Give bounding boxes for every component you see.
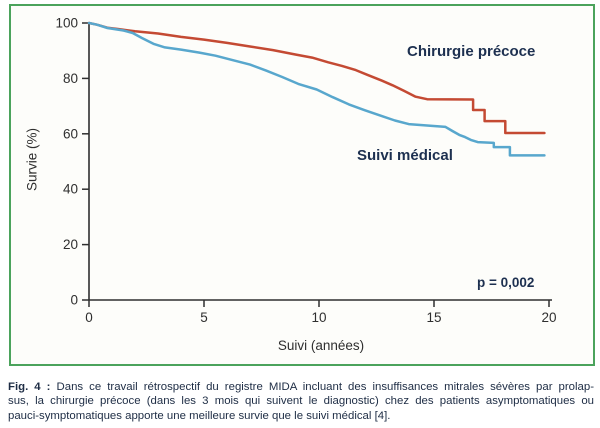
legend-suivi-medical: Suivi médical bbox=[357, 147, 453, 164]
survival-chart: 0 20 40 60 80 100 0 5 10 15 20 bbox=[55, 16, 556, 326]
y-tick-label: 80 bbox=[63, 71, 78, 86]
x-tick-label: 0 bbox=[85, 310, 93, 325]
legend-chirurgie-precoce: Chirurgie précoce bbox=[407, 43, 536, 60]
y-tick-label: 40 bbox=[63, 182, 78, 197]
curve-suivi-medical bbox=[87, 21, 546, 157]
p-value-annotation: p = 0,002 bbox=[477, 275, 535, 290]
caption-line-2: sus, la chirurgie précoce (dans les 3 mo… bbox=[8, 395, 594, 408]
figure-caption: Fig. 4 : Dans ce travail rétrospectif du… bbox=[8, 380, 594, 423]
caption-line-1-text: Dans ce travail rétrospectif du registre… bbox=[50, 381, 594, 393]
x-axis-title: Suivi (années) bbox=[277, 338, 365, 353]
y-axis-title: Survie (%) bbox=[24, 128, 40, 192]
x-tick-label: 20 bbox=[541, 310, 556, 325]
curve-chirurgie-precoce bbox=[87, 21, 546, 135]
y-tick-label: 60 bbox=[63, 126, 78, 141]
x-tick-label: 5 bbox=[200, 310, 208, 325]
chart-panel: 0 20 40 60 80 100 0 5 10 15 20 Survie (%) Suivi (a… bbox=[9, 4, 595, 366]
x-tick-label: 10 bbox=[311, 310, 326, 325]
caption-prefix: Fig. 4 : bbox=[8, 381, 51, 393]
y-tick-label: 20 bbox=[63, 237, 78, 252]
caption-line-3: pauci-symptomatiques apporte une meilleu… bbox=[8, 409, 391, 422]
y-tick-label: 100 bbox=[55, 16, 78, 31]
y-tick-label: 0 bbox=[70, 293, 78, 308]
caption-line-1: Fig. 4 : Dans ce travail rétrospectif du… bbox=[8, 380, 594, 394]
x-tick-label: 15 bbox=[426, 310, 441, 325]
